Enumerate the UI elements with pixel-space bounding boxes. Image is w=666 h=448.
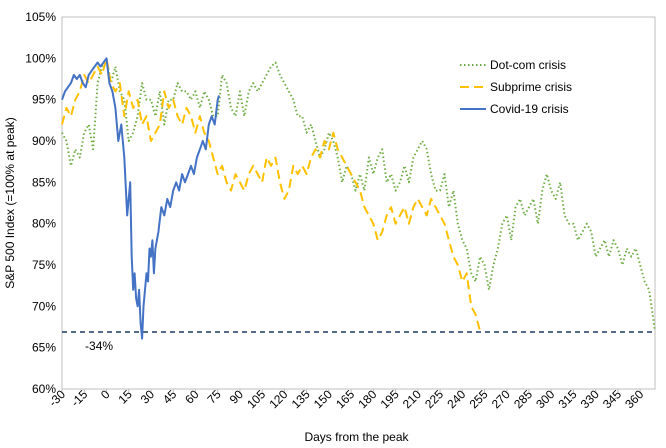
series-lines (61, 57, 656, 340)
x-tick-label: 270 (489, 387, 513, 411)
x-tick-label: 30 (138, 387, 158, 407)
series-line-2 (61, 57, 221, 340)
x-tick-label: 300 (533, 387, 557, 411)
y-tick-label: 75% (32, 258, 56, 272)
legend-label-covid: Covid-19 crisis (490, 102, 569, 116)
x-tick-label: 195 (378, 387, 402, 411)
x-tick-label: 90 (227, 387, 247, 407)
x-tick-label: 165 (333, 387, 357, 411)
x-tick-label: 345 (600, 387, 624, 411)
x-tick-label: -15 (68, 387, 90, 409)
y-tick-label: 95% (32, 93, 56, 107)
plot-frame (61, 16, 656, 390)
y-tick-label: 70% (32, 299, 56, 313)
y-tick-label: 85% (32, 175, 56, 189)
x-tick-label: 315 (556, 387, 580, 411)
x-tick-label: 210 (400, 387, 424, 411)
y-tick-label: 90% (32, 134, 56, 148)
x-tick-label: 135 (289, 387, 313, 411)
x-axis-label: Days from the peak (304, 430, 409, 444)
drawdown-label: -34% (85, 339, 113, 353)
legend-label-dot-com: Dot-com crisis (490, 58, 566, 72)
x-tick-label: 360 (622, 387, 646, 411)
x-tick-label: 150 (311, 387, 335, 411)
x-tick-label: 75 (204, 387, 224, 407)
x-tick-label: 240 (444, 387, 468, 411)
y-tick-label: 100% (25, 51, 56, 65)
x-tick-label: 15 (115, 387, 135, 407)
y-tick-label: 65% (32, 341, 56, 355)
x-tick-label: 255 (467, 387, 491, 411)
y-tick-label: 105% (25, 10, 56, 24)
legend-label-subprime: Subprime crisis (490, 80, 572, 94)
y-tick-label: 60% (32, 382, 56, 396)
legend: Dot-com crisis Subprime crisis Covid-19 … (460, 58, 572, 116)
series-line-0 (61, 57, 656, 332)
x-tick-label: 180 (355, 387, 379, 411)
x-tick-label: 105 (244, 387, 268, 411)
x-tick-label: 45 (160, 387, 180, 407)
x-tick-label: 120 (266, 387, 290, 411)
x-tick-label: 330 (578, 387, 602, 411)
y-axis-label: S&P 500 Index (=100% at peak) (3, 117, 17, 289)
y-tick-label: 80% (32, 217, 56, 231)
x-tick-label: 225 (422, 387, 446, 411)
x-tick-label: 60 (182, 387, 202, 407)
series-line-1 (61, 57, 482, 332)
x-tick-label: 285 (511, 387, 535, 411)
